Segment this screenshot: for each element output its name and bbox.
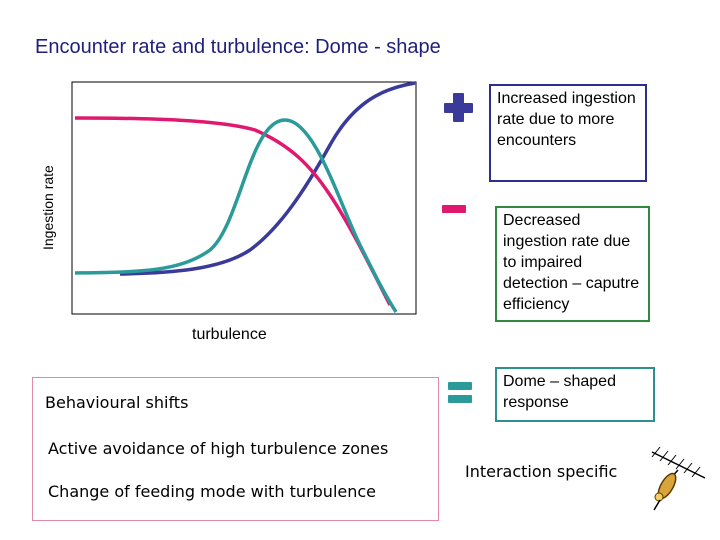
encounter-curve: [119, 81, 416, 276]
page-title: Encounter rate and turbulence: Dome - sh…: [35, 36, 441, 58]
behavioural-shifts-title: Behavioural shifts: [45, 393, 189, 412]
x-axis-label: turbulence: [192, 326, 267, 343]
equals-icon: [448, 382, 472, 403]
copepod-icon: [651, 446, 706, 511]
plus-icon: [444, 93, 473, 122]
behavioural-shifts-box: Behavioural shifts Active avoidance of h…: [32, 377, 439, 521]
plot-frame: [71, 81, 417, 315]
behaviour-item: Active avoidance of high turbulence zone…: [48, 439, 389, 458]
y-axis-label: Ingestion rate: [40, 165, 56, 250]
decreased-ingestion-note: Decreased ingestion rate due to impaired…: [495, 206, 650, 322]
dome-curve: [74, 118, 398, 313]
interaction-note: Interaction specific: [465, 462, 618, 481]
minus-icon: [442, 205, 466, 213]
behaviour-item: Change of feeding mode with turbulence: [48, 482, 377, 501]
dome-response-note: Dome – shaped response: [495, 367, 655, 422]
increased-ingestion-note: Increased ingestion rate due to more enc…: [489, 84, 647, 182]
